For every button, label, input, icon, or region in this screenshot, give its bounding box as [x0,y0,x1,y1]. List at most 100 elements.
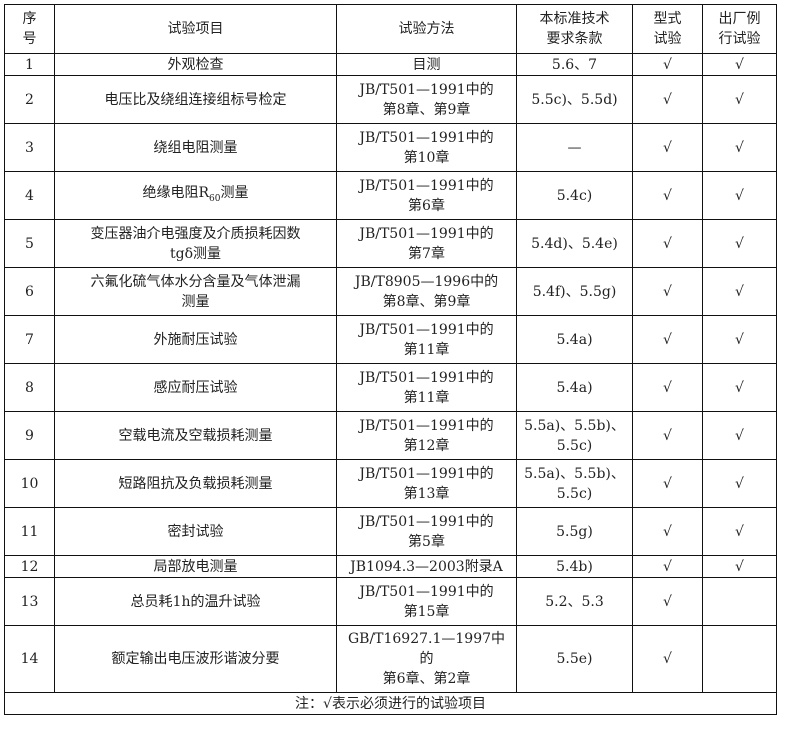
row-number: 1 [4,53,55,76]
header-routine-test: 出厂例 行试验 [702,4,777,54]
requirement-clause: 5.5a)、5.5b)、 5.5c) [516,411,633,460]
check-icon: √ [735,283,744,300]
item-text: 空载电流及空载损耗测量 [118,427,273,444]
check-icon: √ [663,427,672,444]
test-method: JB/T501—1991中的 第7章 [336,219,517,268]
check-icon: √ [663,139,672,156]
test-item: 外施耐压试验 [54,315,337,364]
test-item: 电压比及绕组连接组标号检定 [54,75,337,124]
routine-test-check: √ [702,315,777,364]
test-method: JB/T501—1991中的 第8章、第9章 [336,75,517,124]
table-row: 7 外施耐压试验 JB/T501—1991中的 第11章 5.4a) √ √ [4,315,777,364]
check-icon: √ [663,91,672,108]
method-line: JB/T501—1991中的 [359,465,494,482]
check-icon: √ [735,475,744,492]
row-number-text: 2 [25,91,34,108]
row-number: 8 [4,363,55,412]
method-line: 第6章 [408,197,445,214]
header-method: 试验方法 [336,4,517,54]
method-line: 第5章 [408,533,445,550]
routine-test-check [702,577,777,626]
item-tail: 测量 [220,184,249,201]
clause-line: 5.4a) [556,331,593,348]
routine-test-check: √ [702,267,777,316]
routine-test-check: √ [702,411,777,460]
type-test-check: √ [632,53,703,76]
check-icon: √ [663,593,672,610]
check-icon: √ [663,523,672,540]
test-method: JB/T501—1991中的 第6章 [336,171,517,220]
item-text: 密封试验 [167,523,224,540]
table-row: 6 六氟化硫气体水分含量及气体泄漏 测量 JB/T8905—1996中的 第8章、第9章… [4,267,777,316]
type-test-check: √ [632,577,703,626]
method-line: JB/T501—1991中的 [359,583,494,600]
method-line: 第12章 [403,437,450,454]
routine-test-check: √ [702,171,777,220]
routine-test-check [702,625,777,693]
requirement-clause: 5.5a)、5.5b)、 5.5c) [516,459,633,508]
item-text-line2: tgδ测量 [169,245,222,262]
header-routine-line2: 行试验 [718,31,761,47]
test-method: JB1094.3—2003附录A [336,555,517,578]
row-number-text: 12 [20,558,39,575]
item-text: 绕组电阻测量 [153,139,238,156]
requirement-clause: 5.5g) [516,507,633,556]
check-icon: √ [663,651,672,667]
test-method: JB/T501—1991中的 第10章 [336,123,517,172]
method-line: 第7章 [408,245,445,262]
test-item: 额定输出电压波形谐波分要 [54,625,337,693]
header-seq-line1: 序 [22,11,37,27]
note-row: 注：√表示必须进行的试验项目 [4,692,777,715]
check-icon: √ [735,558,744,575]
test-item: 局部放电测量 [54,555,337,578]
test-method: JB/T501—1991中的 第11章 [336,315,517,364]
type-test-check: √ [632,123,703,172]
header-routine-line1: 出厂例 [718,11,761,27]
method-line: 第8章、第9章 [382,293,471,310]
type-test-check: √ [632,411,703,460]
clause-line: 5.5c) [556,485,593,502]
table-row: 12 局部放电测量 JB1094.3—2003附录A 5.4b) √ √ [4,555,777,578]
routine-test-check: √ [702,53,777,76]
requirement-clause: 5.2、5.3 [516,577,633,626]
row-number-text: 3 [25,139,34,156]
table-row: 2 电压比及绕组连接组标号检定 JB/T501—1991中的 第8章、第9章 5.5c)… [4,75,777,124]
row-number: 6 [4,267,55,316]
item-subscript: 60 [209,193,221,204]
requirement-clause: 5.4a) [516,315,633,364]
method-line: JB/T501—1991中的 [359,225,494,242]
method-line: JB/T501—1991中的 [359,369,494,386]
header-row: 序号 试验项目 试验方法 本标准技术 要求条款 型式试验 出厂例 行试验 [4,4,777,54]
check-icon: √ [735,91,744,108]
item-text: 外施耐压试验 [153,331,238,348]
row-number: 3 [4,123,55,172]
row-number: 13 [4,577,55,626]
check-icon: √ [735,427,744,444]
method-line: JB1094.3—2003附录A [350,558,503,575]
header-clause-line1: 本标准技术 [539,11,610,27]
check-icon: √ [735,523,744,540]
requirement-clause: 5.4b) [516,555,633,578]
method-line: JB/T501—1991中的 [359,81,494,98]
table-row: 10 短路阻抗及负载损耗测量 JB/T501—1991中的 第13章 5.5a)、5.5… [4,459,777,508]
row-number-text: 6 [25,283,34,300]
check-icon: √ [735,235,744,252]
clause-line: — [567,139,582,156]
method-line: JB/T501—1991中的 [359,177,494,194]
type-test-check: √ [632,555,703,578]
row-number: 10 [4,459,55,508]
row-number-text: 10 [20,475,39,492]
clause-line: 5.4b) [556,558,593,575]
method-line: JB/T8905—1996中的 [354,273,499,290]
table-row: 8 感应耐压试验 JB/T501—1991中的 第11章 5.4a) √ √ [4,363,777,412]
item-text: 绝缘电阻R [142,184,210,201]
row-number-text: 1 [25,56,34,73]
check-icon: √ [735,139,744,156]
item-text: 变压器油介电强度及介质损耗因数 [90,225,301,242]
check-icon: √ [663,187,672,204]
item-text: 电压比及绕组连接组标号检定 [104,91,287,108]
row-number-text: 13 [20,593,39,610]
test-method: JB/T501—1991中的 第13章 [336,459,517,508]
type-test-check: √ [632,459,703,508]
requirement-clause: 5.5c)、5.5d) [516,75,633,124]
